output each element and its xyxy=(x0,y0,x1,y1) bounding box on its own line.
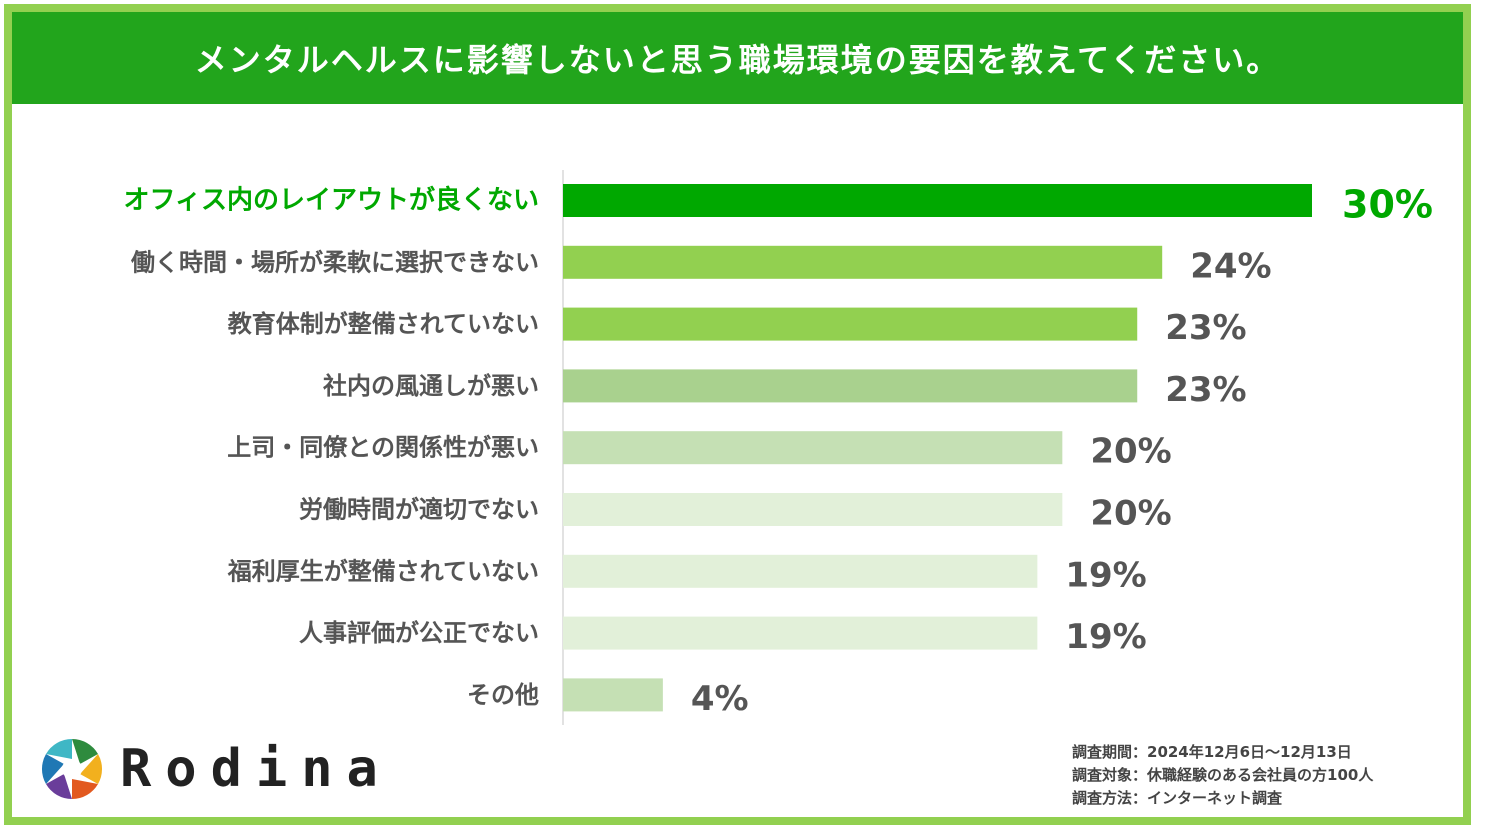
footnote-method: 調査方法：インターネット調査 xyxy=(1072,789,1283,807)
bar xyxy=(563,493,1063,526)
chart-frame xyxy=(4,4,1471,825)
value-label: 4% xyxy=(691,679,749,719)
bar xyxy=(563,245,1163,279)
value-label: 19% xyxy=(1065,617,1146,657)
footnote-period: 調査期間：2024年12月6日〜12月13日 xyxy=(1072,743,1352,761)
category-label: 人事評価が公正でない xyxy=(299,619,539,647)
logo-text: Rodina xyxy=(120,739,392,799)
header-bar: メンタルヘルスに影響しないと思う職場環境の要因を教えてください。 xyxy=(12,12,1463,104)
bar xyxy=(563,369,1138,403)
category-label: その他 xyxy=(467,681,539,709)
value-label: 23% xyxy=(1165,370,1246,410)
bar xyxy=(563,678,663,712)
aperture-logo-icon xyxy=(41,739,103,799)
category-label: 福利厚生が整備されていない xyxy=(227,557,539,585)
category-label: 上司・同僚との関係性が悪い xyxy=(227,434,539,462)
logo: Rodina xyxy=(40,737,392,801)
bar xyxy=(563,431,1063,465)
bar xyxy=(563,307,1138,341)
category-label: 働く時間・場所が柔軟に選択できない xyxy=(130,248,539,276)
footnote-target: 調査対象：休職経験のある会社員の方100人 xyxy=(1072,766,1374,784)
value-label: 23% xyxy=(1165,308,1246,348)
category-label: 労働時間が適切でない xyxy=(299,496,539,524)
bar xyxy=(563,554,1038,588)
value-label: 30% xyxy=(1342,183,1433,227)
survey-footnote: 調査期間：2024年12月6日〜12月13日 調査対象：休職経験のある会社員の方… xyxy=(1072,741,1373,810)
value-label: 20% xyxy=(1090,432,1171,472)
value-label: 24% xyxy=(1190,246,1271,286)
category-label: オフィス内のレイアウトが良くない xyxy=(124,185,539,216)
category-label: 社内の風通しが悪い xyxy=(323,372,539,400)
category-label: 教育体制が整備されていない xyxy=(228,310,539,338)
value-label: 20% xyxy=(1090,494,1171,534)
chart-title: メンタルヘルスに影響しないと思う職場環境の要因を教えてください。 xyxy=(194,41,1281,79)
value-label: 19% xyxy=(1065,555,1146,595)
bar xyxy=(563,184,1312,217)
bar xyxy=(563,616,1038,650)
